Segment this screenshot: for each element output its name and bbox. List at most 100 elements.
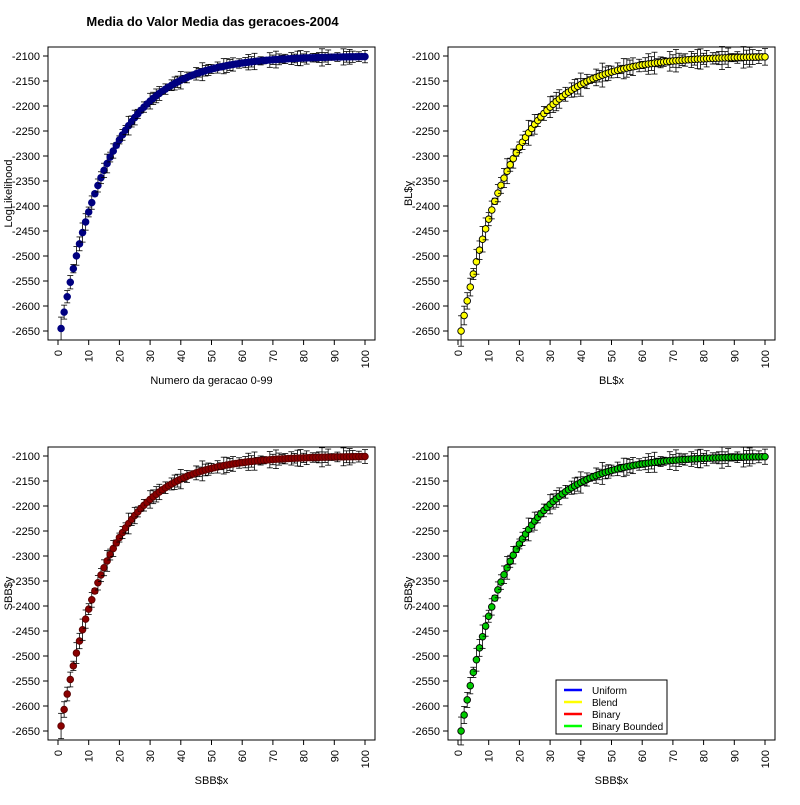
- data-point: [497, 578, 505, 586]
- y-tick-label: -2200: [12, 101, 40, 113]
- data-point: [472, 655, 481, 664]
- data-point: [81, 218, 90, 226]
- x-tick-label: 60: [637, 750, 649, 762]
- y-tick-label: -2600: [12, 701, 40, 713]
- x-tick-label: 50: [607, 350, 619, 362]
- data-point: [457, 727, 465, 735]
- y-axis-label: LogLikelihood: [3, 160, 15, 228]
- y-tick-label: -2200: [412, 101, 440, 113]
- x-tick-label: 70: [668, 350, 680, 362]
- x-tick-label: 80: [299, 750, 311, 762]
- data-point: [494, 586, 502, 594]
- data-point: [103, 159, 111, 168]
- data-point: [97, 571, 105, 579]
- x-tick-label: 20: [514, 350, 526, 362]
- x-tick-label: 40: [176, 750, 188, 762]
- data-point: [63, 690, 71, 698]
- data-point: [481, 225, 490, 233]
- y-tick-label: -2650: [412, 726, 440, 738]
- x-tick-label: 100: [760, 750, 772, 768]
- x-tick-label: 90: [329, 350, 341, 362]
- data-point: [500, 570, 508, 579]
- data-point: [475, 246, 484, 254]
- chart-title: Media do Valor Media das geracoes-2004: [86, 14, 339, 29]
- x-tick-label: 10: [84, 750, 96, 762]
- y-tick-label: -2550: [412, 276, 440, 288]
- y-tick-label: -2200: [12, 501, 40, 513]
- x-tick-label: 40: [576, 350, 588, 362]
- y-tick-label: -2650: [12, 726, 40, 738]
- y-tick-label: -2600: [12, 301, 40, 313]
- data-point: [491, 197, 499, 206]
- data-point: [69, 662, 78, 670]
- y-tick-label: -2100: [12, 51, 40, 63]
- data-point: [81, 615, 90, 623]
- y-tick-label: -2350: [412, 576, 440, 588]
- data-point: [503, 564, 511, 572]
- x-tick-label: 70: [668, 750, 680, 762]
- data-point: [78, 228, 87, 237]
- x-tick-label: 20: [114, 350, 126, 362]
- data-point: [361, 52, 369, 61]
- x-tick-label: 30: [545, 750, 557, 762]
- x-tick-label: 40: [176, 350, 188, 362]
- y-tick-label: -2550: [412, 676, 440, 688]
- data-point: [109, 544, 118, 553]
- x-tick-label: 100: [760, 350, 772, 368]
- x-tick-label: 90: [329, 750, 341, 762]
- data-point: [484, 612, 493, 621]
- data-point: [91, 190, 99, 198]
- y-tick-label: -2250: [12, 126, 40, 138]
- x-tick-label: 50: [207, 350, 219, 362]
- x-tick-label: 90: [729, 350, 741, 362]
- x-tick-label: 0: [53, 750, 65, 756]
- data-point: [103, 557, 111, 565]
- data-point: [478, 235, 487, 243]
- x-tick-label: 80: [699, 750, 711, 762]
- data-point: [361, 452, 369, 461]
- y-tick-label: -2350: [12, 176, 40, 188]
- data-point: [509, 154, 518, 163]
- x-tick-label: 70: [268, 750, 280, 762]
- y-tick-label: -2300: [12, 151, 40, 163]
- x-tick-label: 90: [729, 750, 741, 762]
- panel-3: -2100 -2150 -2200 -2250 -2300 -2350 -2400 -2450…: [3, 446, 376, 787]
- y-tick-label: -2400: [412, 201, 440, 213]
- x-tick-label: 10: [84, 350, 96, 362]
- data-point: [761, 452, 769, 461]
- x-tick-label: 80: [299, 350, 311, 362]
- y-tick-label: -2450: [412, 626, 440, 638]
- data-point: [66, 278, 75, 286]
- data-point: [488, 603, 496, 611]
- data-point: [75, 240, 84, 248]
- y-tick-label: -2400: [12, 201, 40, 213]
- y-tick-label: -2150: [12, 476, 40, 488]
- y-tick-label: -2150: [412, 476, 440, 488]
- legend-label: Binary: [592, 710, 620, 721]
- x-tick-label: 0: [453, 750, 465, 756]
- x-tick-label: 20: [514, 750, 526, 762]
- x-tick-label: 10: [484, 350, 496, 362]
- x-tick-label: 50: [207, 750, 219, 762]
- y-tick-label: -2250: [12, 526, 40, 538]
- y-tick-label: -2100: [12, 451, 40, 463]
- x-tick-label: 100: [360, 350, 372, 368]
- data-point: [506, 160, 514, 169]
- data-point: [57, 324, 65, 333]
- data-point: [94, 579, 102, 587]
- y-tick-label: -2500: [412, 651, 440, 663]
- x-tick-label: 60: [237, 750, 249, 762]
- data-point: [106, 153, 114, 161]
- panel-2: -2100 -2150 -2200 -2250 -2300 -2350 -2400 -2450…: [403, 46, 776, 387]
- x-tick-label: 0: [53, 350, 65, 356]
- y-tick-label: -2600: [412, 301, 440, 313]
- y-tick-label: -2300: [412, 151, 440, 163]
- y-tick-label: -2450: [12, 226, 40, 238]
- y-tick-label: -2250: [412, 126, 440, 138]
- data-point: [478, 632, 487, 641]
- y-tick-label: -2500: [12, 651, 40, 663]
- x-axis-label: BL$x: [599, 375, 625, 387]
- legend-label: Blend: [592, 698, 618, 709]
- x-tick-label: 20: [114, 750, 126, 762]
